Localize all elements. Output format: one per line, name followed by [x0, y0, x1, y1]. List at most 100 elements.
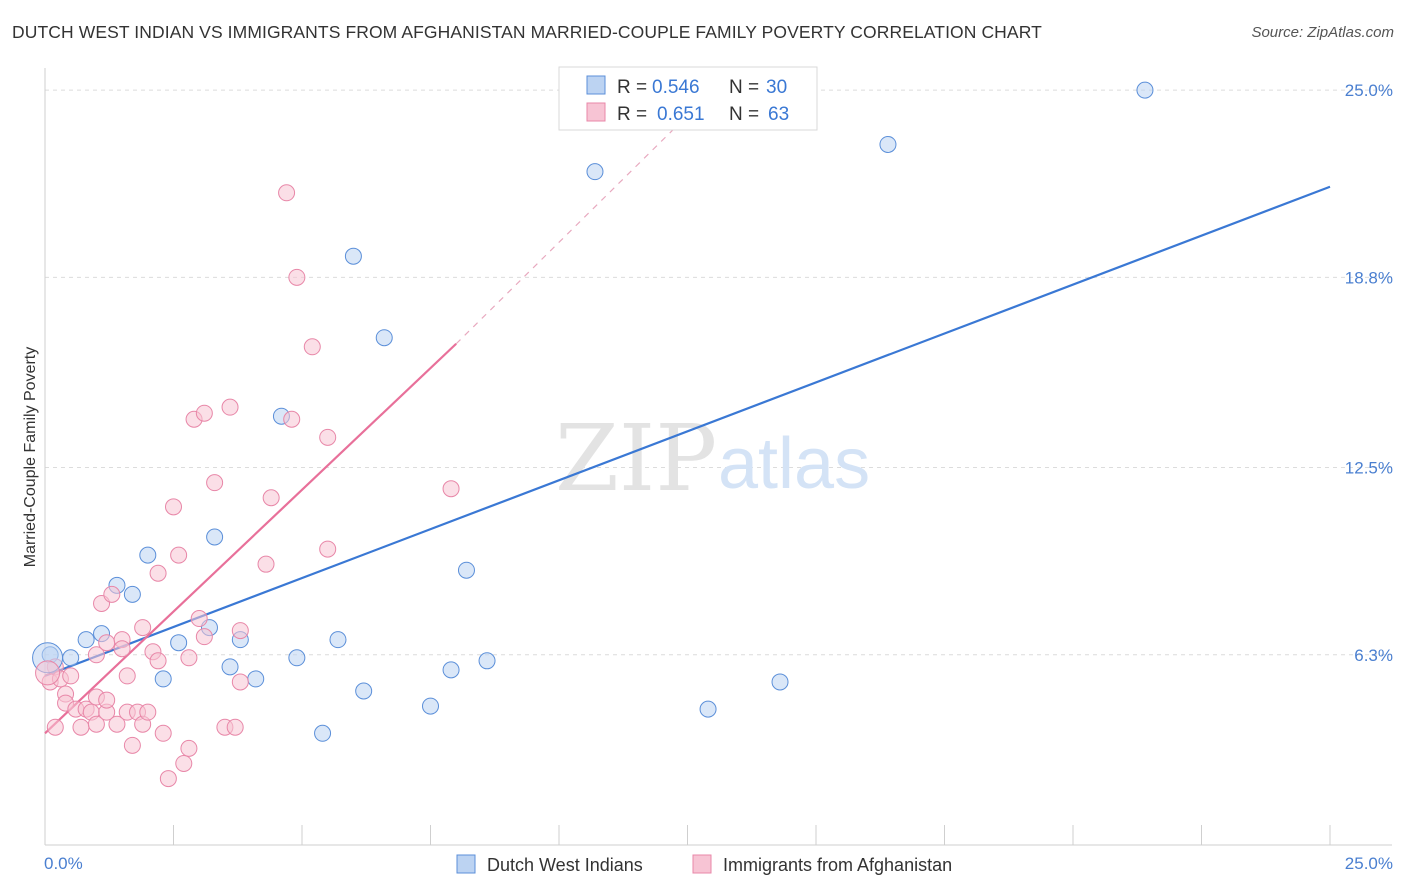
point-afghanistan — [149, 652, 167, 670]
point-afghanistan — [288, 268, 306, 286]
point-dutch-west-indian — [422, 697, 439, 715]
point-dutch-west-indian — [170, 634, 188, 652]
y-tick-label: 6.3% — [1354, 646, 1393, 665]
point-afghanistan — [118, 667, 136, 685]
legend-n-value-1: 30 — [766, 77, 787, 98]
trend-line-afghan — [44, 342, 457, 735]
trend-line-afghan-extension — [455, 89, 714, 345]
data-points — [32, 81, 1154, 788]
point-dutch-west-indian — [288, 649, 306, 667]
watermark: ZIP atlas — [555, 405, 870, 512]
x-tick-labels: 0.0% 25.0% — [44, 854, 1393, 873]
point-afghanistan — [165, 498, 182, 516]
point-dutch-west-indian — [771, 673, 789, 691]
point-dutch-west-indian — [314, 724, 332, 742]
point-afghanistan — [257, 555, 275, 573]
point-afghanistan — [278, 184, 296, 202]
axes — [44, 68, 1392, 846]
point-afghanistan — [170, 546, 188, 564]
point-afghanistan — [303, 338, 321, 356]
y-tick-labels: 6.3% 12.5% 18.8% 25.0% — [1345, 81, 1393, 665]
x-tick-label-min: 0.0% — [44, 854, 83, 873]
series-legend: Dutch West Indians Immigrants from Afgha… — [456, 854, 952, 875]
point-afghanistan — [46, 718, 64, 736]
point-afghanistan — [134, 619, 152, 637]
trend-line-dutch — [44, 185, 1331, 677]
x-tick-label-max: 25.0% — [1345, 854, 1393, 873]
point-dutch-west-indian — [355, 682, 373, 700]
point-afghanistan — [103, 585, 121, 603]
bottom-legend-swatch-afghan — [692, 854, 712, 874]
point-dutch-west-indian — [699, 700, 717, 718]
point-afghanistan — [149, 564, 167, 582]
point-dutch-west-indian — [139, 546, 157, 564]
trend-lines — [44, 89, 1331, 735]
legend-r-label-2: R = — [617, 104, 647, 125]
point-afghanistan — [262, 489, 280, 507]
y-axis-label: Married-Couple Family Poverty — [22, 347, 39, 568]
point-afghanistan — [62, 667, 80, 685]
point-afghanistan — [195, 628, 213, 646]
y-tick-label: 25.0% — [1345, 81, 1393, 100]
legend-swatch-afghan — [586, 102, 606, 122]
point-afghanistan — [98, 691, 116, 709]
point-afghanistan — [159, 770, 177, 788]
point-afghanistan — [87, 646, 105, 664]
chart-title: DUTCH WEST INDIAN VS IMMIGRANTS FROM AFG… — [12, 22, 1042, 42]
point-afghanistan — [226, 718, 244, 736]
source-label: Source: ZipAtlas.com — [1251, 24, 1394, 41]
point-dutch-west-indian — [77, 631, 95, 649]
point-dutch-west-indian — [457, 561, 475, 579]
point-afghanistan — [283, 410, 301, 428]
point-afghanistan — [206, 474, 224, 492]
legend-r-label-1: R = — [617, 77, 647, 98]
point-afghanistan — [175, 754, 193, 772]
point-afghanistan — [108, 715, 126, 733]
point-dutch-west-indian — [478, 652, 496, 670]
point-afghanistan — [442, 480, 460, 498]
point-afghanistan — [72, 718, 90, 736]
point-afghanistan-cluster — [35, 660, 61, 686]
point-dutch-west-indian — [586, 163, 604, 181]
point-dutch-west-indian — [1136, 81, 1154, 99]
legend-r-value-1: 0.546 — [652, 77, 700, 98]
point-afghanistan — [195, 404, 213, 422]
legend-swatch-dutch — [586, 75, 606, 95]
point-afghanistan — [98, 634, 116, 652]
point-dutch-west-indian — [247, 670, 265, 688]
point-dutch-west-indian — [329, 631, 347, 649]
point-dutch-west-indian — [62, 649, 80, 667]
point-afghanistan — [113, 640, 131, 658]
legend-n-label-2: N = — [729, 104, 759, 125]
y-tick-label: 12.5% — [1345, 459, 1393, 478]
point-dutch-west-indian — [123, 585, 141, 603]
point-afghanistan — [87, 715, 105, 733]
point-dutch-west-indian — [879, 135, 897, 153]
point-afghanistan — [123, 736, 141, 754]
bottom-legend-label-afghan: Immigrants from Afghanistan — [723, 855, 952, 875]
bottom-legend-swatch-dutch — [456, 854, 476, 874]
point-dutch-west-indian — [375, 329, 393, 347]
point-afghanistan — [154, 724, 172, 742]
y-tick-label: 18.8% — [1345, 268, 1393, 287]
point-afghanistan — [319, 428, 337, 446]
legend-n-value-2: 63 — [768, 104, 789, 125]
correlation-legend: R = 0.546 N = 30 R = 0.651 N = 63 — [558, 66, 818, 131]
point-dutch-west-indian — [442, 661, 460, 679]
legend-n-label-1: N = — [729, 77, 759, 98]
bottom-legend-label-dutch: Dutch West Indians — [487, 855, 643, 875]
point-afghanistan — [221, 398, 239, 416]
watermark-zip: ZIP — [555, 405, 717, 512]
watermark-atlas: atlas — [718, 424, 870, 504]
point-dutch-west-indian — [206, 528, 224, 546]
legend-r-value-2: 0.651 — [657, 104, 705, 125]
point-dutch-west-indian — [344, 247, 362, 265]
point-afghanistan — [319, 540, 337, 558]
point-afghanistan — [180, 649, 198, 667]
point-dutch-west-indian — [154, 670, 172, 688]
point-afghanistan — [180, 739, 198, 757]
point-afghanistan — [190, 610, 208, 628]
point-dutch-west-indian — [221, 658, 239, 676]
point-afghanistan — [231, 673, 249, 691]
